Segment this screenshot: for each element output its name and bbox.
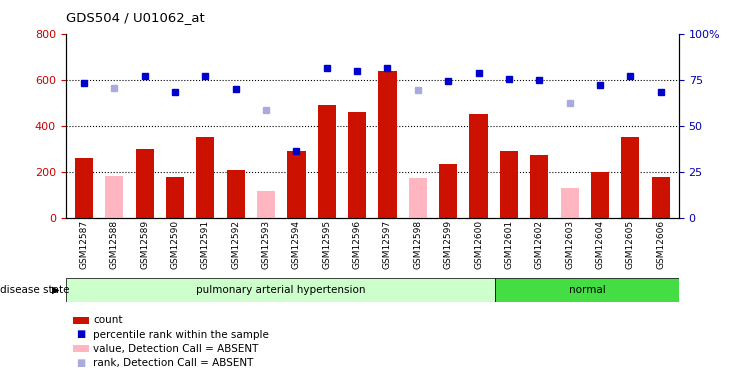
Text: rank, Detection Call = ABSENT: rank, Detection Call = ABSENT <box>93 358 254 368</box>
Bar <box>500 151 518 217</box>
Bar <box>652 177 670 218</box>
Text: GDS504 / U01062_at: GDS504 / U01062_at <box>66 11 204 24</box>
Text: value, Detection Call = ABSENT: value, Detection Call = ABSENT <box>93 344 259 354</box>
Bar <box>469 114 488 218</box>
Bar <box>226 170 245 217</box>
Text: ▶: ▶ <box>53 285 60 295</box>
Bar <box>439 164 457 218</box>
Bar <box>74 158 93 218</box>
Bar <box>378 70 396 217</box>
Bar <box>66 278 495 302</box>
Bar <box>257 191 275 217</box>
Bar <box>288 151 306 217</box>
Bar <box>196 137 215 218</box>
Text: pulmonary arterial hypertension: pulmonary arterial hypertension <box>196 285 365 295</box>
Bar <box>495 278 679 302</box>
Bar <box>591 172 609 217</box>
Bar <box>409 178 427 218</box>
Bar <box>105 176 123 218</box>
Text: ■: ■ <box>77 358 85 368</box>
Text: percentile rank within the sample: percentile rank within the sample <box>93 330 269 339</box>
Text: ■: ■ <box>77 330 85 339</box>
Bar <box>166 177 184 218</box>
Bar <box>621 137 639 218</box>
Bar <box>136 148 154 217</box>
Text: count: count <box>93 315 123 325</box>
Bar <box>348 112 366 218</box>
Bar <box>318 105 336 218</box>
Bar <box>530 156 548 218</box>
Text: disease state: disease state <box>0 285 73 295</box>
Text: normal: normal <box>569 285 605 295</box>
Bar <box>561 188 579 218</box>
